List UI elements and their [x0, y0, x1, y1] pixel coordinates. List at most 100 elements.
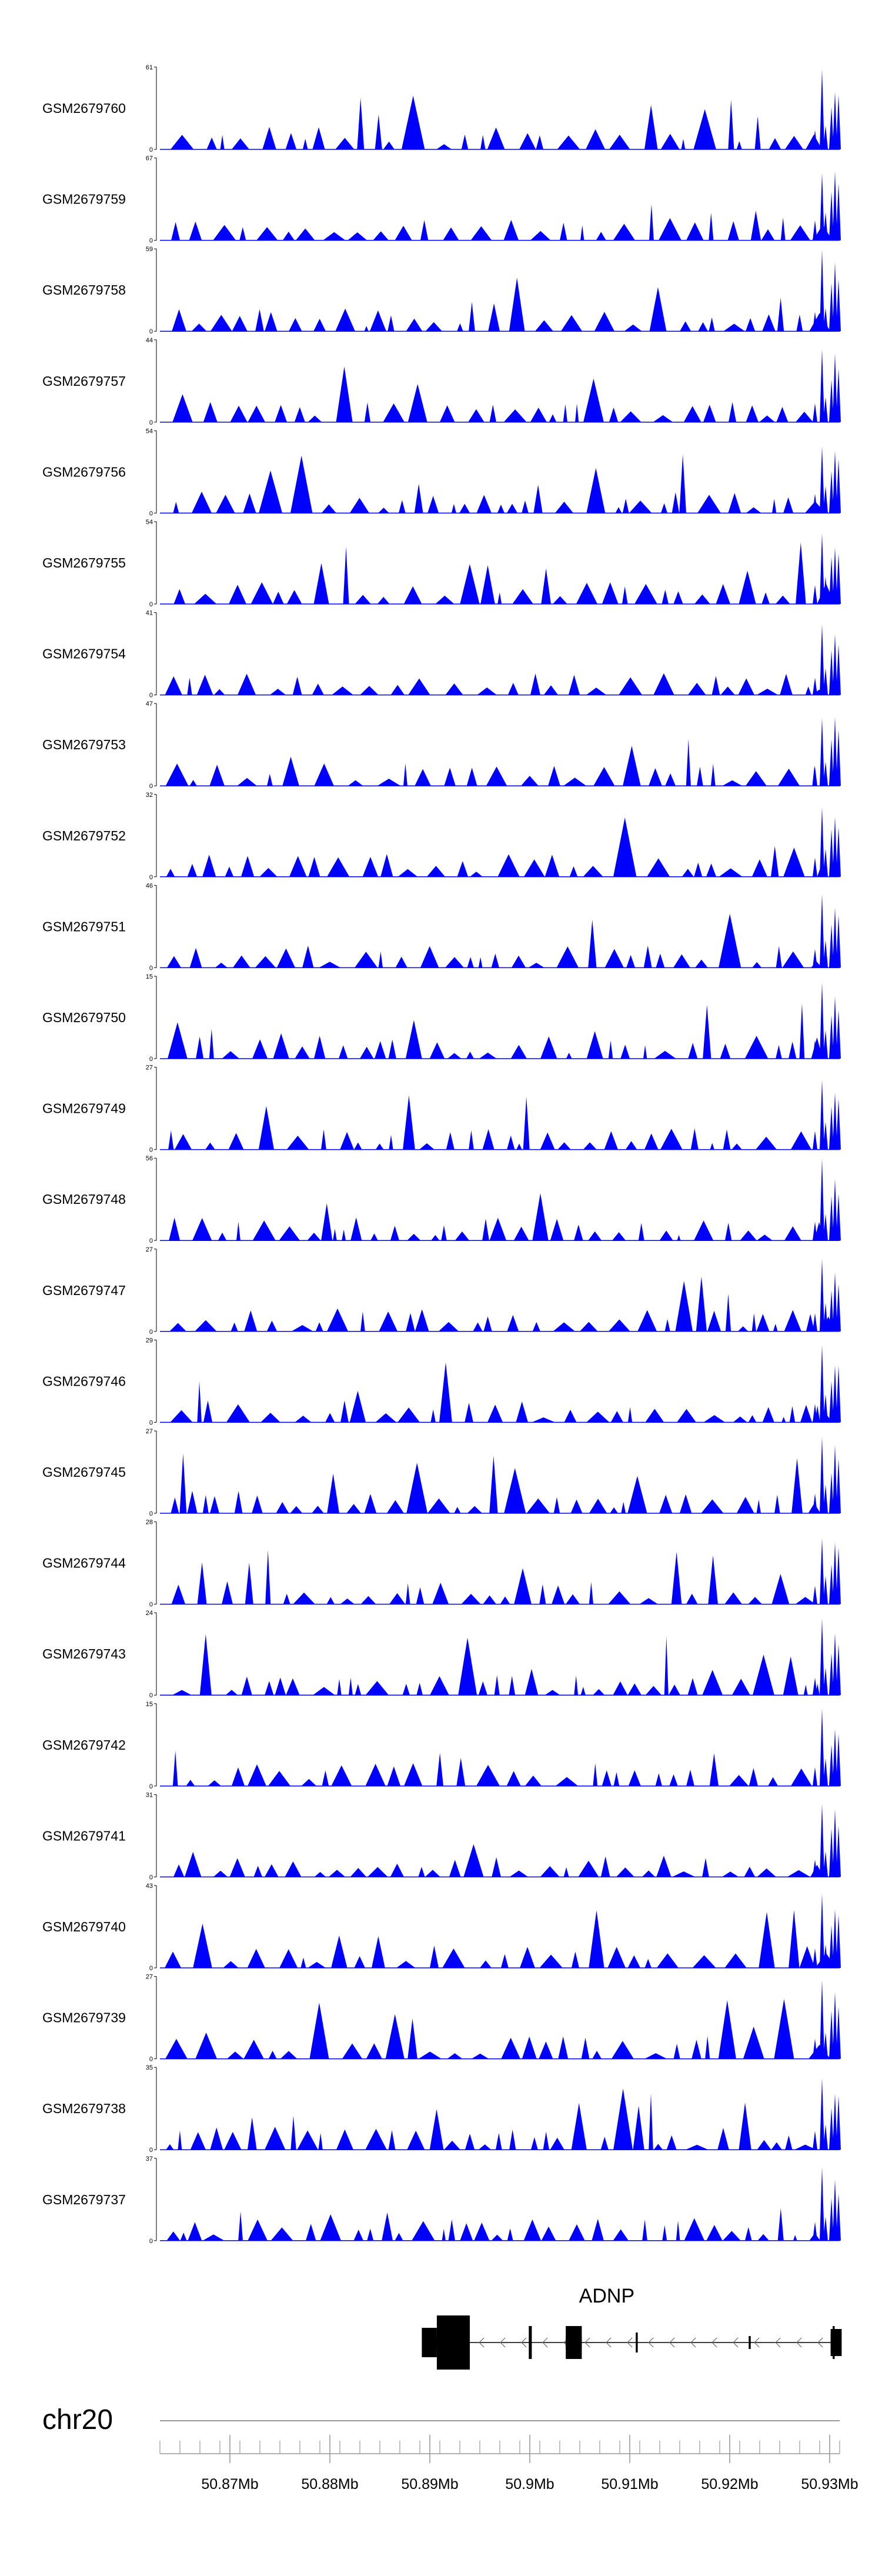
track-max-label: 47 [146, 700, 153, 708]
genome-tick-label: 50.9Mb [505, 2476, 554, 2492]
coverage-track: 35 0 GSM2679738 [42, 2064, 841, 2154]
exon-coding [566, 2326, 582, 2359]
chromosome-label: chr20 [42, 2404, 113, 2435]
exon [529, 2326, 532, 2359]
track-max-label: 28 [146, 1519, 153, 1526]
coverage-track: 27 0 GSM2679749 [42, 1065, 841, 1154]
track-min-label: 0 [149, 1419, 153, 1426]
track-name: GSM2679751 [42, 919, 126, 934]
track-max-label: 41 [146, 610, 153, 617]
track-max-label: 27 [146, 1065, 153, 1072]
coverage-track: 43 0 GSM2679740 [42, 1883, 841, 1972]
track-min-label: 0 [149, 692, 153, 699]
track-min-label: 0 [149, 783, 153, 790]
coverage-area [160, 2078, 841, 2150]
track-min-label: 0 [149, 2147, 153, 2154]
track-name: GSM2679749 [42, 1101, 126, 1116]
track-max-label: 15 [146, 973, 153, 980]
coverage-track: 27 0 GSM2679739 [42, 1974, 841, 2063]
track-min-label: 0 [149, 2238, 153, 2245]
strand-arrow [669, 2337, 675, 2348]
track-max-label: 43 [146, 1883, 153, 1890]
track-min-label: 0 [149, 510, 153, 517]
track-min-label: 0 [149, 1874, 153, 1881]
coverage-area [160, 1804, 841, 1877]
track-name: GSM2679739 [42, 2010, 126, 2026]
track-min-label: 0 [149, 1147, 153, 1154]
coverage-area [160, 1259, 841, 1332]
strand-arrow [606, 2337, 612, 2348]
coverage-area [160, 807, 841, 877]
track-min-label: 0 [149, 238, 153, 245]
coverage-area [160, 2167, 841, 2241]
coverage-area [160, 349, 841, 422]
track-name: GSM2679747 [42, 1283, 126, 1298]
strand-arrow [775, 2337, 781, 2348]
track-min-label: 0 [149, 874, 153, 881]
coverage-area [160, 717, 841, 786]
track-min-label: 0 [149, 1237, 153, 1244]
track-max-label: 32 [146, 792, 153, 799]
gene-model: ADNP [422, 2285, 842, 2370]
coverage-track: 27 0 GSM2679747 [42, 1246, 841, 1336]
track-name: GSM2679750 [42, 1010, 126, 1025]
track-name: GSM2679756 [42, 464, 126, 479]
track-name: GSM2679754 [42, 646, 126, 662]
coverage-track: 56 0 GSM2679748 [42, 1155, 841, 1244]
exon-coding [436, 2315, 470, 2370]
track-name: GSM2679748 [42, 1192, 126, 1207]
strand-arrow [627, 2337, 633, 2348]
track-name: GSM2679745 [42, 1464, 126, 1480]
coverage-track: 37 0 GSM2679737 [42, 2155, 841, 2245]
coverage-track: 15 0 GSM2679750 [42, 973, 841, 1063]
coverage-area [160, 894, 841, 968]
coverage-track: 15 0 GSM2679742 [42, 1701, 841, 1790]
track-min-label: 0 [149, 328, 153, 335]
coverage-track: 24 0 GSM2679743 [42, 1610, 841, 1699]
coverage-area [160, 1538, 841, 1604]
coverage-track: 44 0 GSM2679757 [42, 337, 841, 426]
coverage-track: 47 0 GSM2679753 [42, 700, 841, 790]
coverage-area [160, 1437, 841, 1513]
track-max-label: 54 [146, 519, 153, 526]
coverage-area [160, 446, 841, 513]
track-name: GSM2679746 [42, 1373, 126, 1389]
strand-arrow [542, 2337, 548, 2348]
strand-arrow [690, 2337, 696, 2348]
track-min-label: 0 [149, 1329, 153, 1336]
track-name: GSM2679759 [42, 192, 126, 207]
exon [749, 2336, 751, 2349]
track-max-label: 61 [146, 64, 153, 71]
coverage-track: 31 0 GSM2679741 [42, 1791, 841, 1881]
track-min-label: 0 [149, 1510, 153, 1517]
track-name: GSM2679740 [42, 1919, 126, 1934]
track-name: GSM2679737 [42, 2192, 126, 2207]
gene-name: ADNP [579, 2285, 634, 2307]
genome-tick-label: 50.87Mb [201, 2476, 258, 2492]
strand-arrow [648, 2337, 654, 2348]
coverage-track: 67 0 GSM2679759 [42, 155, 841, 245]
exon-utr [830, 2329, 842, 2356]
genome-tick-label: 50.89Mb [401, 2476, 458, 2492]
track-name: GSM2679760 [42, 101, 126, 116]
coverage-area [160, 249, 841, 332]
strand-arrow [584, 2337, 590, 2348]
track-min-label: 0 [149, 1601, 153, 1609]
track-name: GSM2679753 [42, 737, 126, 752]
strand-arrow [500, 2337, 506, 2348]
exon-utr [422, 2328, 437, 2357]
coverage-area [160, 624, 841, 695]
track-min-label: 0 [149, 601, 153, 608]
coverage-area [160, 533, 841, 604]
track-max-label: 27 [146, 1428, 153, 1435]
genome-tick-label: 50.91Mb [601, 2476, 658, 2492]
track-max-label: 44 [146, 337, 153, 344]
track-max-label: 29 [146, 1337, 153, 1344]
exon [636, 2333, 638, 2353]
track-name: GSM2679738 [42, 2101, 126, 2116]
coverage-area [160, 69, 841, 149]
coverage-area [160, 1158, 841, 1241]
track-name: GSM2679743 [42, 1646, 126, 1661]
coverage-track: 41 0 GSM2679754 [42, 610, 841, 699]
